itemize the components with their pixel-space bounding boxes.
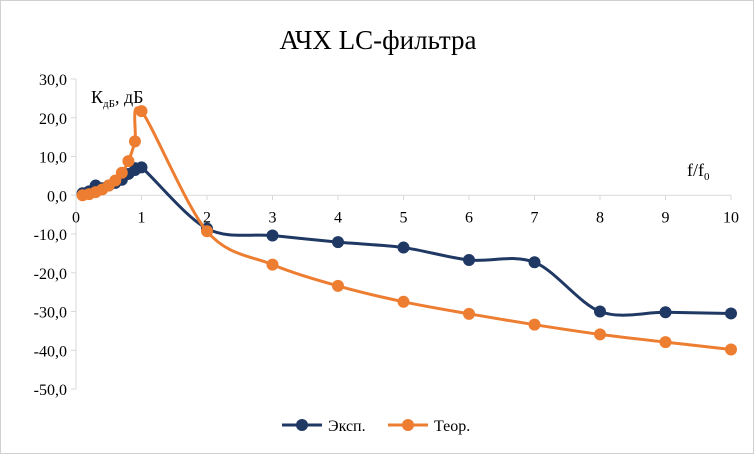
- x-tick-label: 2: [203, 209, 211, 226]
- x-tick-label: 9: [662, 209, 670, 226]
- series-1: [76, 105, 737, 356]
- chart-title: АЧХ LC-фильтра: [279, 25, 476, 55]
- x-axis-label: f/f0: [687, 160, 710, 183]
- data-point: [115, 166, 128, 179]
- data-point: [135, 161, 148, 174]
- y-tick-label: 10,0: [39, 150, 67, 167]
- data-point: [201, 225, 213, 238]
- y-tick-label: 0,0: [47, 188, 67, 205]
- y-tick-label: 30,0: [39, 72, 67, 89]
- data-point: [266, 258, 279, 271]
- data-point: [332, 236, 344, 249]
- x-tick-label: 6: [465, 209, 473, 226]
- data-point: [528, 256, 541, 269]
- y-axis-label-main: К: [91, 87, 104, 107]
- data-point: [463, 253, 475, 266]
- legend-label-theor: Теор.: [434, 418, 470, 435]
- data-point: [594, 328, 606, 341]
- x-tick-label: 5: [400, 209, 408, 226]
- x-axis-labels: 0 1 2 3 4 5 6 7 8 9 10: [72, 209, 739, 226]
- x-tick-label: 0: [72, 209, 80, 226]
- data-point: [659, 336, 672, 349]
- y-tick-label: -10,0: [34, 227, 67, 244]
- legend-marker-theor: [402, 419, 414, 431]
- data-point: [397, 295, 410, 308]
- data-point: [266, 229, 279, 242]
- y-axis-labels: 30,0 20,0 10,0 0,0 -10,0 -20,0 -30,0 -40,0 -50,0: [34, 72, 67, 399]
- x-tick-label: 10: [723, 209, 739, 226]
- legend-label-exp: Эксп.: [328, 418, 366, 435]
- x-tick-label: 3: [269, 209, 277, 226]
- series-layer: [76, 105, 737, 356]
- data-point: [659, 306, 672, 319]
- data-point: [725, 343, 737, 356]
- data-point: [135, 105, 148, 118]
- data-point: [725, 307, 737, 320]
- y-tick-label: -30,0: [34, 305, 67, 322]
- x-axis-label-main: f/f: [687, 160, 704, 180]
- data-point: [122, 155, 135, 168]
- data-point: [397, 241, 410, 254]
- y-tick-label: -40,0: [34, 343, 67, 360]
- data-point: [528, 318, 541, 331]
- data-point: [332, 279, 344, 292]
- y-tick-label: -20,0: [34, 266, 67, 283]
- x-tick-label: 7: [531, 209, 539, 226]
- legend-item-theor: Теор.: [388, 418, 470, 435]
- legend-item-exp: Эксп.: [282, 418, 366, 435]
- axes: [71, 78, 732, 390]
- y-axis-label: КдБ, дБ: [91, 87, 143, 110]
- x-tick-label: 4: [334, 209, 342, 226]
- y-tick-label: -50,0: [34, 382, 67, 399]
- legend: Эксп. Теор.: [282, 418, 470, 435]
- series-0: [76, 161, 737, 320]
- x-tick-label: 1: [138, 209, 146, 226]
- legend-marker-exp: [296, 419, 308, 431]
- data-point: [128, 135, 141, 148]
- x-tick-label: 8: [596, 209, 604, 226]
- data-point: [594, 305, 606, 318]
- data-point: [463, 307, 475, 320]
- x-axis-label-sub: 0: [704, 171, 710, 183]
- y-axis-label-rest: , дБ: [115, 87, 144, 107]
- y-axis-label-sub: дБ: [103, 98, 115, 110]
- y-tick-label: 20,0: [39, 111, 67, 128]
